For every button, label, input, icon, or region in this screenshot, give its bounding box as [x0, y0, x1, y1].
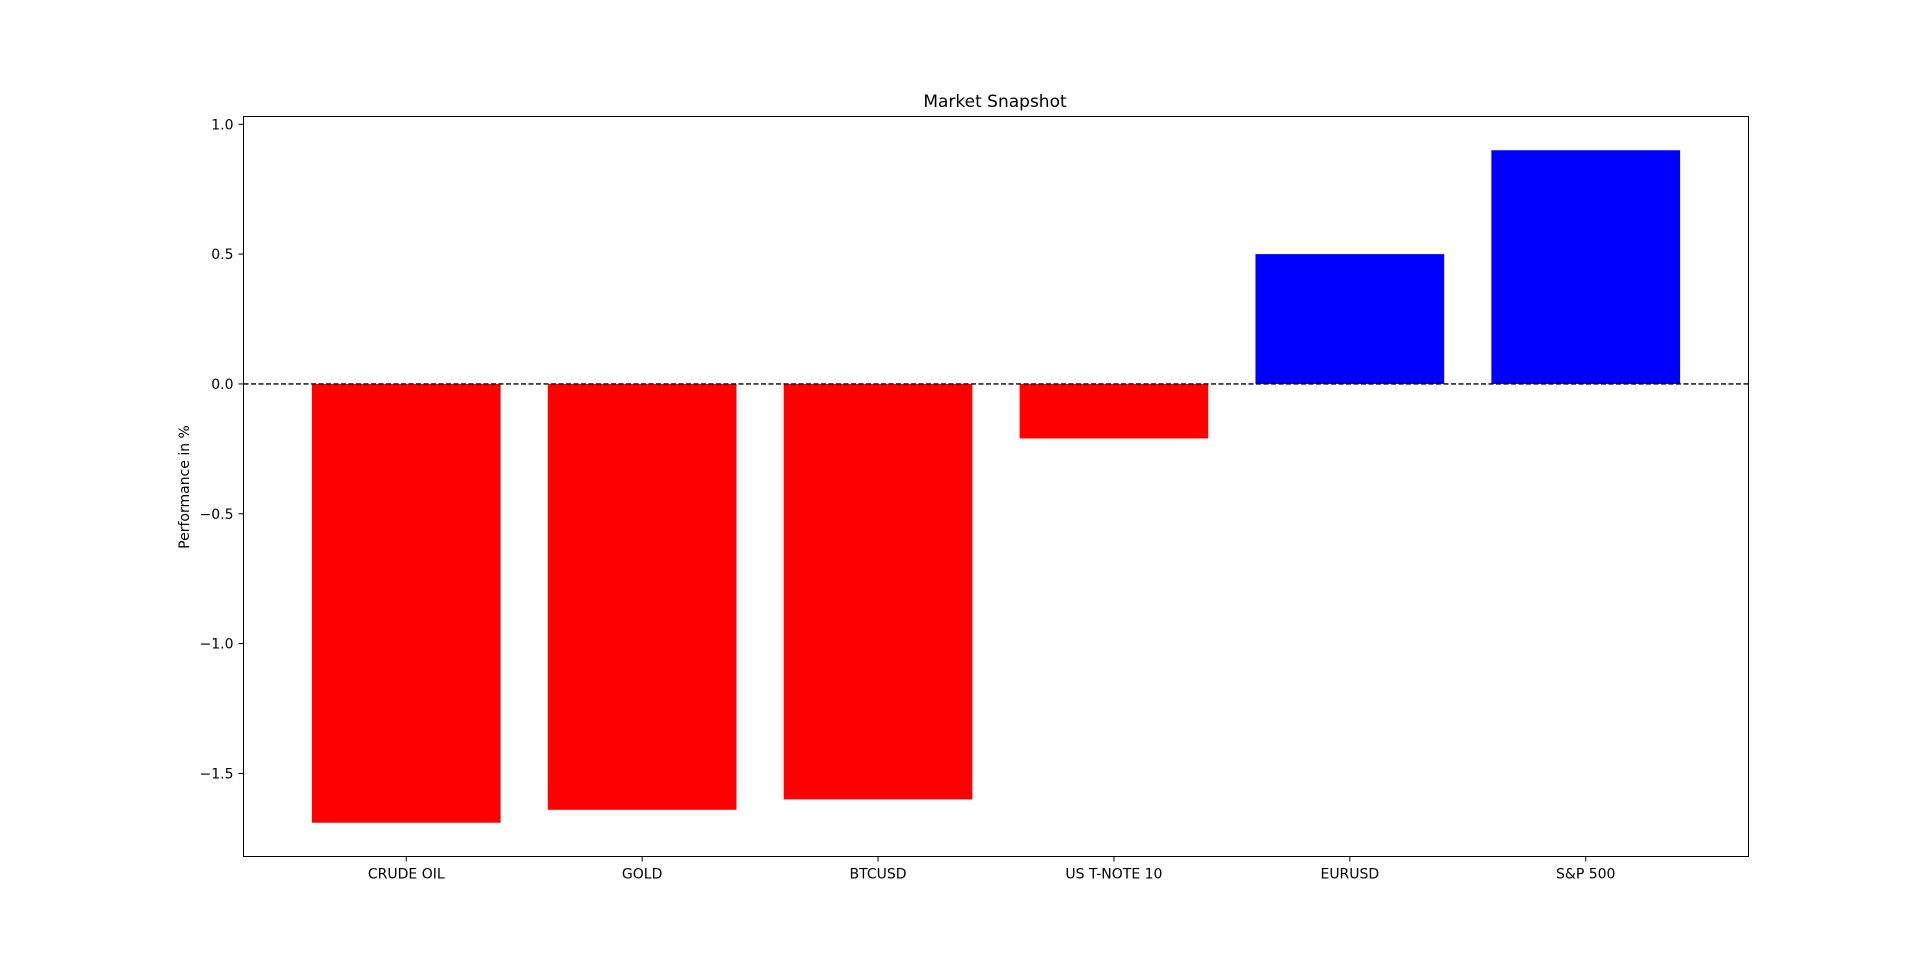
y-tick-label: −1.5 — [200, 766, 234, 782]
plot-frame — [243, 116, 1749, 857]
bar — [1255, 254, 1445, 384]
y-tick-label: −1.0 — [200, 637, 234, 653]
x-tick-label: US T-NOTE 10 — [1065, 867, 1162, 883]
y-axis: 1.0 0.5 0.0 −0.5 −1.0 −1.5 — [200, 117, 244, 782]
y-tick-label: −0.5 — [200, 507, 234, 523]
bar — [783, 383, 973, 800]
x-tick-label: CRUDE OIL — [368, 867, 445, 883]
bar — [1491, 150, 1681, 384]
x-tick-label: BTCUSD — [850, 867, 907, 883]
y-tick-label: 0.5 — [211, 247, 233, 263]
y-axis-label: Performance in % — [177, 425, 193, 549]
y-tick-label: 1.0 — [211, 117, 233, 133]
bar-group — [311, 150, 1681, 823]
y-tick-label: 0.0 — [211, 377, 233, 393]
x-tick-label: EURUSD — [1320, 867, 1379, 883]
bar — [1019, 383, 1209, 439]
x-tick-label: GOLD — [622, 867, 662, 883]
chart-title: Market Snapshot — [923, 92, 1067, 112]
x-tick-label: S&P 500 — [1556, 867, 1615, 883]
bar — [547, 383, 737, 810]
x-axis: CRUDE OIL GOLD BTCUSD US T-NOTE 10 EURUSD S&P… — [368, 856, 1615, 883]
bar — [311, 383, 501, 823]
